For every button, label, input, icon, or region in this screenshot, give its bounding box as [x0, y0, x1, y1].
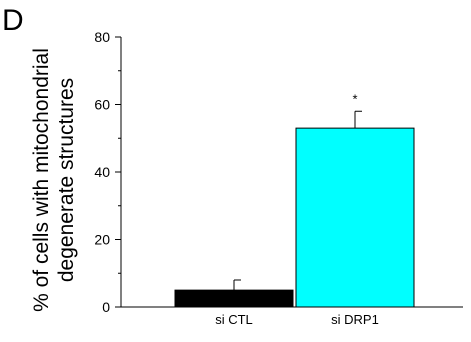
y-axis-title: % of cells with mitochondrial degenerate…	[30, 48, 78, 312]
panel-label: D	[2, 4, 24, 37]
y-tick-label: 60	[94, 97, 110, 113]
category-label: si CTL	[215, 312, 253, 327]
y-tick-label: 20	[94, 232, 110, 248]
plot-area: 0 20 40 60 80 si CTL * si DRP1	[94, 29, 463, 327]
y-tick-label: 0	[102, 299, 110, 315]
bar-si-drp1	[295, 127, 415, 308]
bar-si-ctl	[174, 289, 294, 308]
y-tick-label: 40	[94, 164, 110, 180]
significance-marker: *	[352, 91, 357, 106]
y-axis-title-line-1: % of cells with mitochondrial	[30, 48, 53, 312]
y-tick-label: 80	[94, 29, 110, 45]
category-label: si DRP1	[331, 312, 379, 327]
y-axis-title-line-2: degenerate structures	[55, 78, 78, 282]
